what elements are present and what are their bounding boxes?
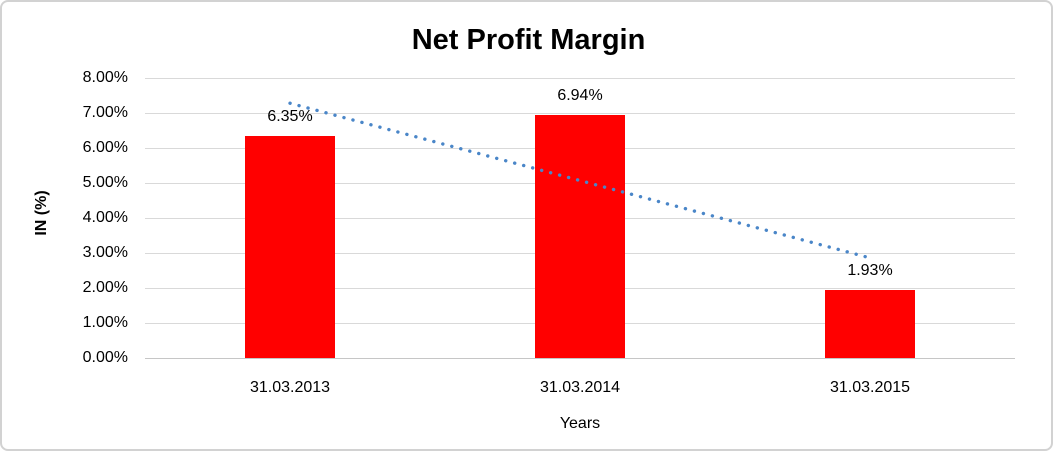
gridline [145,77,1015,79]
y-tick-label: 7.00% [82,104,128,121]
y-tick-label: 8.00% [82,69,128,86]
y-tick-label: 1.00% [82,314,128,331]
y-axis-title: IN (%) [33,190,50,236]
x-tick-label: 31.03.2014 [539,379,621,396]
y-tick-label: 3.00% [82,244,128,261]
y-tick-label: 6.00% [82,139,128,156]
bar [245,135,335,358]
bar [535,115,625,358]
x-tick-label: 31.03.2015 [829,379,911,396]
y-tick-label: 5.00% [82,174,128,191]
x-tick-label: 31.03.2013 [249,379,331,396]
bar-data-label: 6.35% [267,107,313,125]
bar-data-label: 1.93% [847,262,893,280]
bar-data-label: 6.94% [557,87,603,105]
y-tick-label: 0.00% [82,349,128,366]
bar [825,290,915,358]
gridline [145,357,1015,359]
y-tick-label: 4.00% [82,209,128,226]
x-axis-title: Years [559,415,601,432]
chart-title: Net Profit Margin [411,24,646,56]
y-tick-label: 2.00% [82,279,128,296]
